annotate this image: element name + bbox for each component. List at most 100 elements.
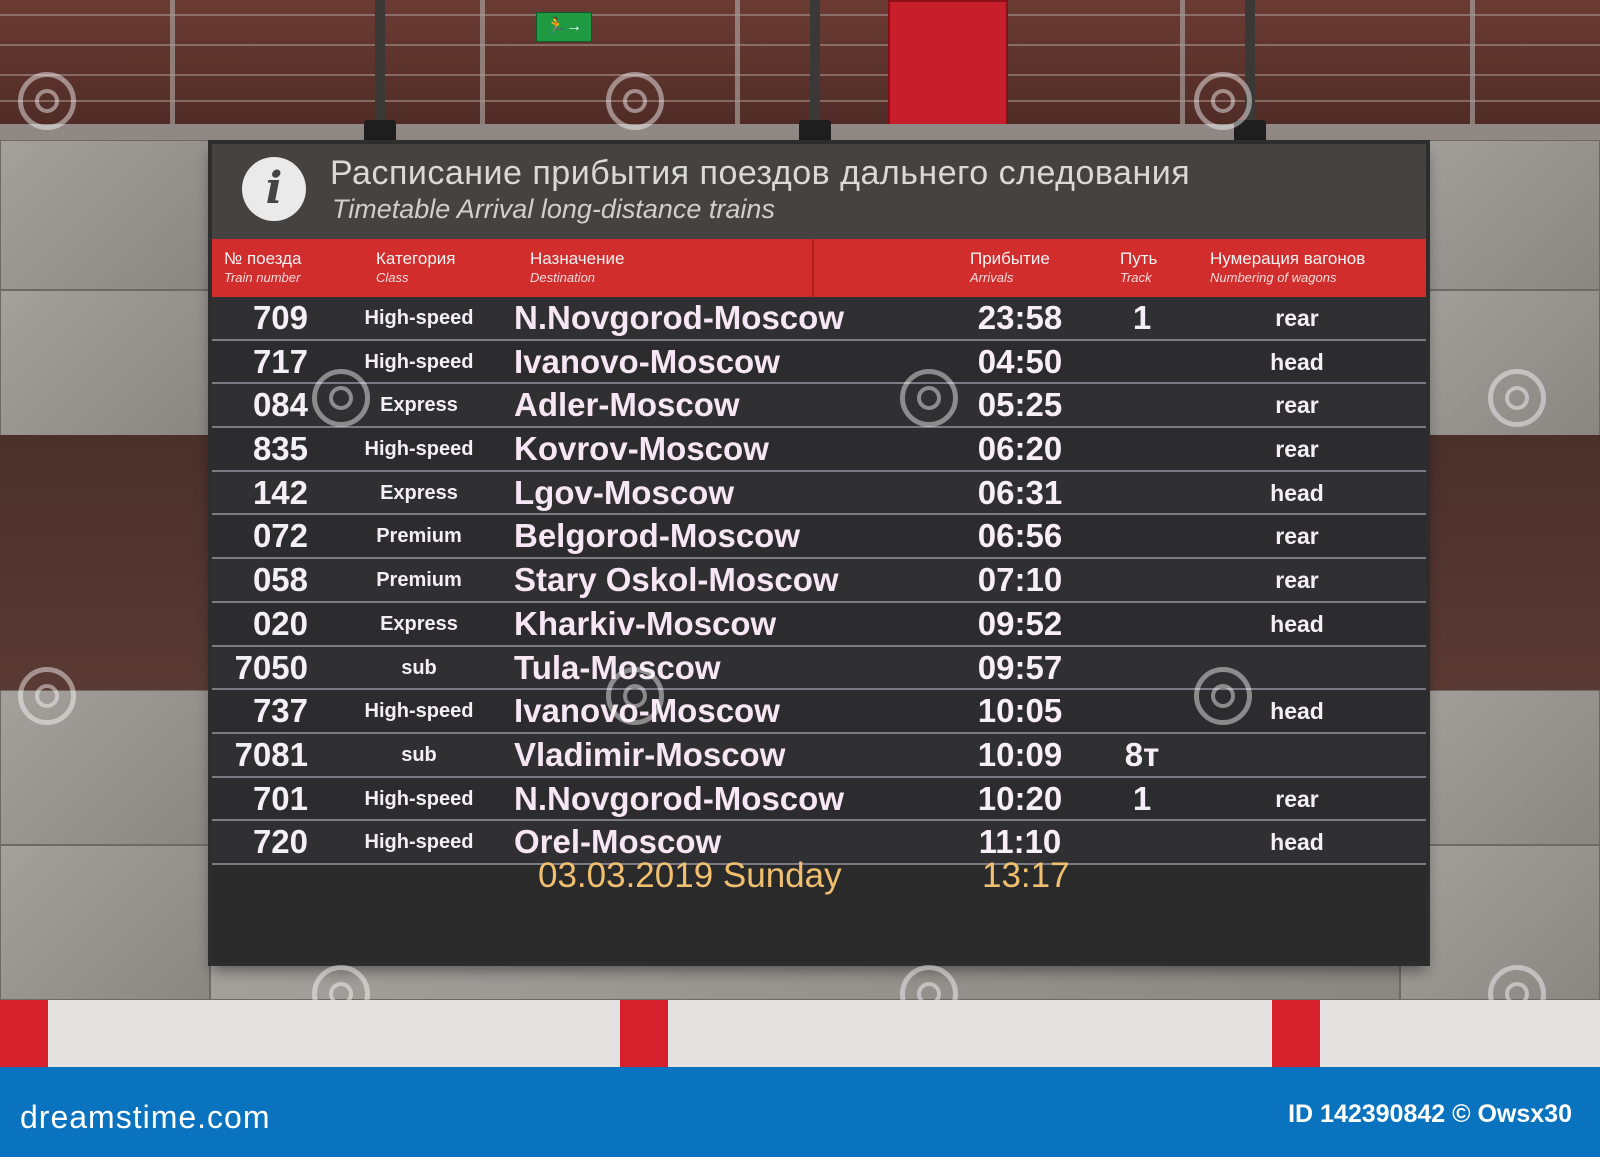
column-header-number: № поезда Train number bbox=[224, 249, 302, 287]
train-number: 7081 bbox=[234, 735, 308, 773]
current-date: 03.03.2019 Sunday bbox=[538, 856, 842, 895]
track-number: 8т bbox=[1124, 735, 1160, 773]
railing-post bbox=[480, 0, 485, 132]
arrival-row: 701 High-speed N.Novgorod-Moscow 10:20 1 rear bbox=[212, 777, 1426, 822]
track-number bbox=[1112, 384, 1172, 426]
exit-sign: 🏃→ bbox=[536, 12, 592, 42]
wagon-numbering: rear bbox=[1275, 523, 1319, 550]
railing-rail bbox=[0, 14, 1600, 16]
track-number: 1 bbox=[1132, 299, 1152, 336]
barrier-red-stripe bbox=[0, 1000, 48, 1070]
watermark-spiral-icon bbox=[312, 369, 370, 427]
wall-stone-panel bbox=[210, 960, 1400, 1000]
current-time: 13:17 bbox=[982, 856, 1070, 895]
wagon-numbering: head bbox=[1270, 348, 1324, 375]
column-header-en: Class bbox=[376, 270, 409, 285]
arrival-time: 06:20 bbox=[977, 430, 1063, 468]
watermark-spiral-icon bbox=[606, 72, 664, 130]
train-class: Premium bbox=[376, 525, 462, 548]
wall-stone-panel bbox=[0, 845, 210, 1000]
arrival-time: 10:20 bbox=[977, 779, 1063, 817]
train-number: 701 bbox=[252, 779, 308, 817]
train-number: 737 bbox=[252, 692, 308, 730]
railing-post bbox=[1180, 0, 1185, 132]
train-number: 835 bbox=[252, 430, 308, 468]
train-number: 020 bbox=[252, 604, 308, 642]
column-header-en: Track bbox=[1120, 270, 1152, 285]
wall-stone-panel bbox=[1400, 690, 1600, 845]
board-hanger bbox=[375, 0, 385, 140]
watermark-footer-bar bbox=[0, 1067, 1600, 1157]
column-header-bar: № поезда Train number Категория Class На… bbox=[212, 239, 1426, 297]
train-destination: Kovrov-Moscow bbox=[514, 430, 769, 468]
arrival-row: 709 High-speed N.Novgorod-Moscow 23:58 1 rear bbox=[212, 297, 1426, 341]
train-class: High-speed bbox=[364, 438, 474, 461]
upper-wall bbox=[0, 0, 1600, 140]
wagon-numbering bbox=[1252, 647, 1342, 689]
wagon-numbering: head bbox=[1270, 698, 1324, 725]
train-destination: Belgorod-Moscow bbox=[514, 517, 800, 555]
train-class: Express bbox=[380, 612, 458, 635]
column-header-arrival: Прибытие Arrivals bbox=[970, 249, 1050, 287]
platform-barrier bbox=[0, 1000, 1600, 1070]
column-header-ru: Категория bbox=[376, 249, 456, 268]
barrier-red-stripe bbox=[620, 1000, 668, 1070]
train-number: 7050 bbox=[234, 648, 308, 686]
train-number: 072 bbox=[252, 517, 308, 555]
barrier-red-stripe bbox=[1272, 1000, 1320, 1070]
arrival-row: 7081 sub Vladimir-Moscow 10:09 8т bbox=[212, 733, 1426, 778]
railing-post bbox=[735, 0, 740, 132]
watermark-spiral-icon bbox=[1488, 369, 1546, 427]
track-number bbox=[1112, 428, 1172, 470]
column-divider bbox=[812, 239, 814, 297]
train-class: sub bbox=[401, 656, 437, 679]
board-hanger-clamp bbox=[1234, 120, 1266, 142]
board-hanger bbox=[1245, 0, 1255, 140]
wall-stone-panel bbox=[0, 140, 210, 290]
railing-post bbox=[170, 0, 175, 132]
column-header-en: Arrivals bbox=[970, 270, 1014, 285]
train-class: High-speed bbox=[364, 307, 474, 329]
info-icon: i bbox=[242, 157, 306, 221]
railing-post bbox=[1470, 0, 1475, 132]
wagon-numbering: rear bbox=[1275, 436, 1319, 463]
railing-rail bbox=[0, 74, 1600, 76]
train-destination: Ivanovo-Moscow bbox=[514, 692, 780, 730]
board-title-ru: Расписание прибытия поездов дальнего сле… bbox=[330, 154, 1191, 192]
railing-rail bbox=[0, 44, 1600, 46]
column-header-en: Numbering of wagons bbox=[1210, 270, 1337, 285]
column-header-ru: Путь bbox=[1120, 249, 1158, 268]
train-class: Premium bbox=[376, 569, 462, 592]
arrival-time: 06:31 bbox=[977, 473, 1063, 511]
arrival-time: 09:57 bbox=[977, 648, 1063, 686]
train-destination: Vladimir-Moscow bbox=[514, 735, 786, 773]
train-class: High-speed bbox=[364, 700, 474, 723]
train-destination: Ivanovo-Moscow bbox=[514, 342, 780, 380]
track-number bbox=[1112, 341, 1172, 383]
board-footer: 03.03.2019 Sunday 13:17 bbox=[212, 850, 1426, 900]
wall-stone-panel bbox=[1400, 140, 1600, 290]
watermark-spiral-icon bbox=[18, 72, 76, 130]
wagon-numbering bbox=[1252, 734, 1342, 776]
train-class: Express bbox=[380, 481, 458, 504]
wagon-numbering: head bbox=[1270, 610, 1324, 637]
track-number bbox=[1112, 472, 1172, 514]
arrival-time: 07:10 bbox=[977, 561, 1063, 599]
watermark-spiral-icon bbox=[606, 667, 664, 725]
arrival-time: 23:58 bbox=[977, 299, 1063, 336]
railing-rail bbox=[0, 100, 1600, 102]
wagon-numbering: rear bbox=[1275, 785, 1319, 812]
arrival-time: 09:52 bbox=[977, 604, 1063, 642]
track-number bbox=[1112, 559, 1172, 601]
arrival-row: 084 Express Adler-Moscow 05:25 rear bbox=[212, 384, 1426, 429]
train-class: High-speed bbox=[364, 787, 474, 810]
arrival-row: 020 Express Kharkiv-Moscow 09:52 head bbox=[212, 602, 1426, 647]
arrival-row: 717 High-speed Ivanovo-Moscow 04:50 head bbox=[212, 340, 1426, 385]
column-header-en: Train number bbox=[224, 270, 301, 285]
board-hanger bbox=[810, 0, 820, 140]
arrival-row: 058 Premium Stary Oskol-Moscow 07:10 rear bbox=[212, 559, 1426, 603]
column-header-ru: Назначение bbox=[530, 249, 625, 268]
train-destination: Kharkiv-Moscow bbox=[514, 604, 777, 642]
track-number bbox=[1112, 515, 1172, 557]
train-number: 717 bbox=[252, 342, 308, 380]
